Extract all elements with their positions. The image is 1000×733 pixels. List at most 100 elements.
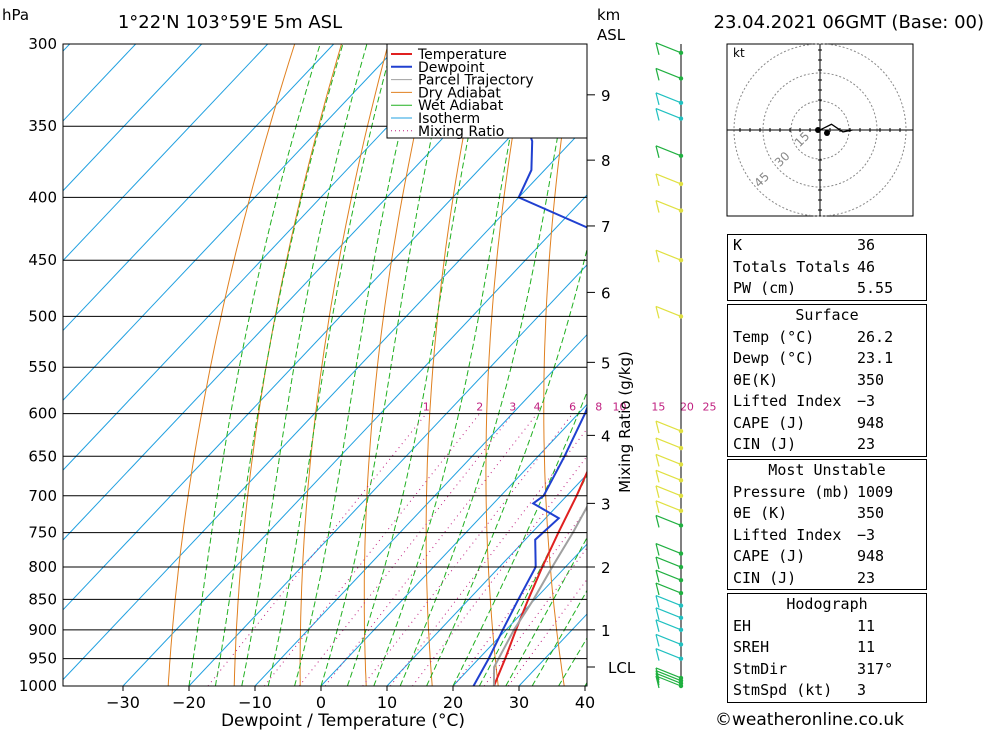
wind-barb-flag xyxy=(655,595,660,608)
mu-row: CAPE (J) 948 xyxy=(733,547,885,565)
x-tick-label: 30 xyxy=(509,693,529,712)
wind-barb-flag xyxy=(655,173,660,187)
km-tick-label: 7 xyxy=(601,218,611,236)
asl-label: ASL xyxy=(597,26,626,44)
km-tick-label: 2 xyxy=(601,559,611,577)
wind-barb-dot xyxy=(678,208,684,213)
km-tick-label: 9 xyxy=(601,87,611,105)
mixing-ratio-line xyxy=(263,413,481,686)
wind-barb-dot xyxy=(678,523,684,528)
wind-barb-flag xyxy=(655,42,660,55)
pressure-tick-label: 700 xyxy=(28,487,57,505)
wind-barb-staff xyxy=(655,107,682,120)
pressure-tick-label: 600 xyxy=(28,405,57,423)
wind-barb-dot xyxy=(678,258,684,263)
wind-barb-flag xyxy=(655,582,660,596)
pressure-tick-label: 450 xyxy=(28,251,57,269)
wind-barb-flag xyxy=(655,306,660,319)
km-tick-label: 3 xyxy=(601,495,611,513)
mixing-ratio-label: 2 xyxy=(476,401,483,414)
wind-barb-staff xyxy=(655,556,682,568)
wind-barb-staff xyxy=(655,595,682,607)
pressure-unit-label: hPa xyxy=(2,6,29,24)
credit[interactable]: ©weatheronline.co.uk xyxy=(715,710,905,730)
surface-row: Temp (°C) 26.2 xyxy=(733,327,894,346)
surface-row: Dewp (°C) 23.1 xyxy=(733,349,894,367)
mixing-ratio-label: 10 xyxy=(612,401,626,414)
isotherm-line xyxy=(63,54,587,611)
wind-barb-flag xyxy=(655,200,660,213)
wind-barb-flag xyxy=(655,500,660,513)
isotherm-line xyxy=(63,44,467,471)
wind-barb-dot xyxy=(678,603,684,608)
isotherm-line xyxy=(452,543,587,686)
legend-label: Isotherm xyxy=(418,111,480,127)
wind-barb-flag xyxy=(655,634,660,647)
legend-label: Temperature xyxy=(417,47,507,63)
hodo-row: SREH 11 xyxy=(733,638,876,656)
surface-table: Surface Temp (°C) 26.2 Dewp (°C) 23.1 θE(K… xyxy=(727,304,927,457)
x-tick-label: −10 xyxy=(238,693,272,712)
surface-row: θE(K) 350 xyxy=(733,370,885,389)
wind-barb-staff xyxy=(655,145,682,157)
mixing-ratio-label: 15 xyxy=(651,401,665,414)
pressure-tick-label: 650 xyxy=(28,447,57,465)
wind-barb-flag xyxy=(655,543,660,556)
mu-row: Lifted Index −3 xyxy=(733,525,876,544)
wind-barb-flag xyxy=(655,607,660,620)
isotherm-line xyxy=(122,194,587,686)
isotherm-line xyxy=(320,403,587,686)
wind-barb-flag xyxy=(655,670,660,683)
mixing-ratio-line xyxy=(207,413,427,686)
x-tick-label: 0 xyxy=(316,693,326,712)
wind-barb-dot xyxy=(678,642,684,647)
surface-row: CIN (J) 23 xyxy=(733,435,876,453)
wet-adiabat-line xyxy=(214,44,344,686)
wind-barb-staff xyxy=(655,667,682,679)
mixing-ratio-line xyxy=(298,413,514,686)
wind-barb-dot xyxy=(678,462,684,467)
mixing-ratio-line xyxy=(453,507,587,686)
wind-barb-flag xyxy=(655,470,660,483)
storm-motion-dot xyxy=(824,130,830,136)
wind-barb-staff xyxy=(655,648,682,660)
wind-barb-dot xyxy=(678,478,684,483)
isotherm-line xyxy=(386,473,587,686)
wind-barb-staff xyxy=(655,672,682,684)
wind-barb-flag xyxy=(655,667,660,681)
x-tick-label: 20 xyxy=(443,693,463,712)
surface-row: CAPE (J) 948 xyxy=(733,413,885,432)
hodograph-start-dot xyxy=(815,127,821,133)
isotherm-line xyxy=(63,44,137,122)
isotherm-line xyxy=(63,124,587,681)
wind-barb-dot xyxy=(678,551,684,556)
wind-barb-dot xyxy=(678,76,684,81)
wind-barb-dot xyxy=(678,153,684,159)
wind-barb-staff xyxy=(655,514,682,526)
mixing-ratio-label: 3 xyxy=(509,401,516,414)
mixing-ratio-label: 8 xyxy=(595,401,602,414)
dry-adiabat-line xyxy=(654,44,696,686)
wind-barb-flag xyxy=(655,68,660,81)
wind-barb-staff xyxy=(655,437,682,449)
mixing-ratio-label: 1 xyxy=(423,401,430,414)
wet-adiabat-line xyxy=(373,44,529,686)
legend-label: Dry Adiabat xyxy=(418,85,501,101)
most-unstable-title: Most Unstable xyxy=(768,461,886,479)
pressure-tick-label: 950 xyxy=(28,650,57,668)
wind-barb-flag xyxy=(655,515,660,528)
wet-adiabat-line xyxy=(294,44,422,686)
mixing-ratio-axis-title: Mixing Ratio (g/kg) xyxy=(616,351,634,493)
pressure-tick-label: 750 xyxy=(28,524,57,542)
wind-barb-flag xyxy=(655,108,660,121)
datetime-title: 23.04.2021 06GMT (Base: 00) xyxy=(714,12,984,33)
wind-barb-staff xyxy=(655,485,682,497)
pressure-tick-label: 900 xyxy=(28,621,57,639)
pressure-tick-label: 350 xyxy=(28,117,57,135)
x-tick-label: 40 xyxy=(575,693,595,712)
wind-barb-flag xyxy=(655,570,660,583)
pressure-tick-label: 550 xyxy=(28,358,57,376)
legend-label: Wet Adiabat xyxy=(418,98,504,114)
mu-row: Pressure (mb) 1009 xyxy=(733,482,894,501)
